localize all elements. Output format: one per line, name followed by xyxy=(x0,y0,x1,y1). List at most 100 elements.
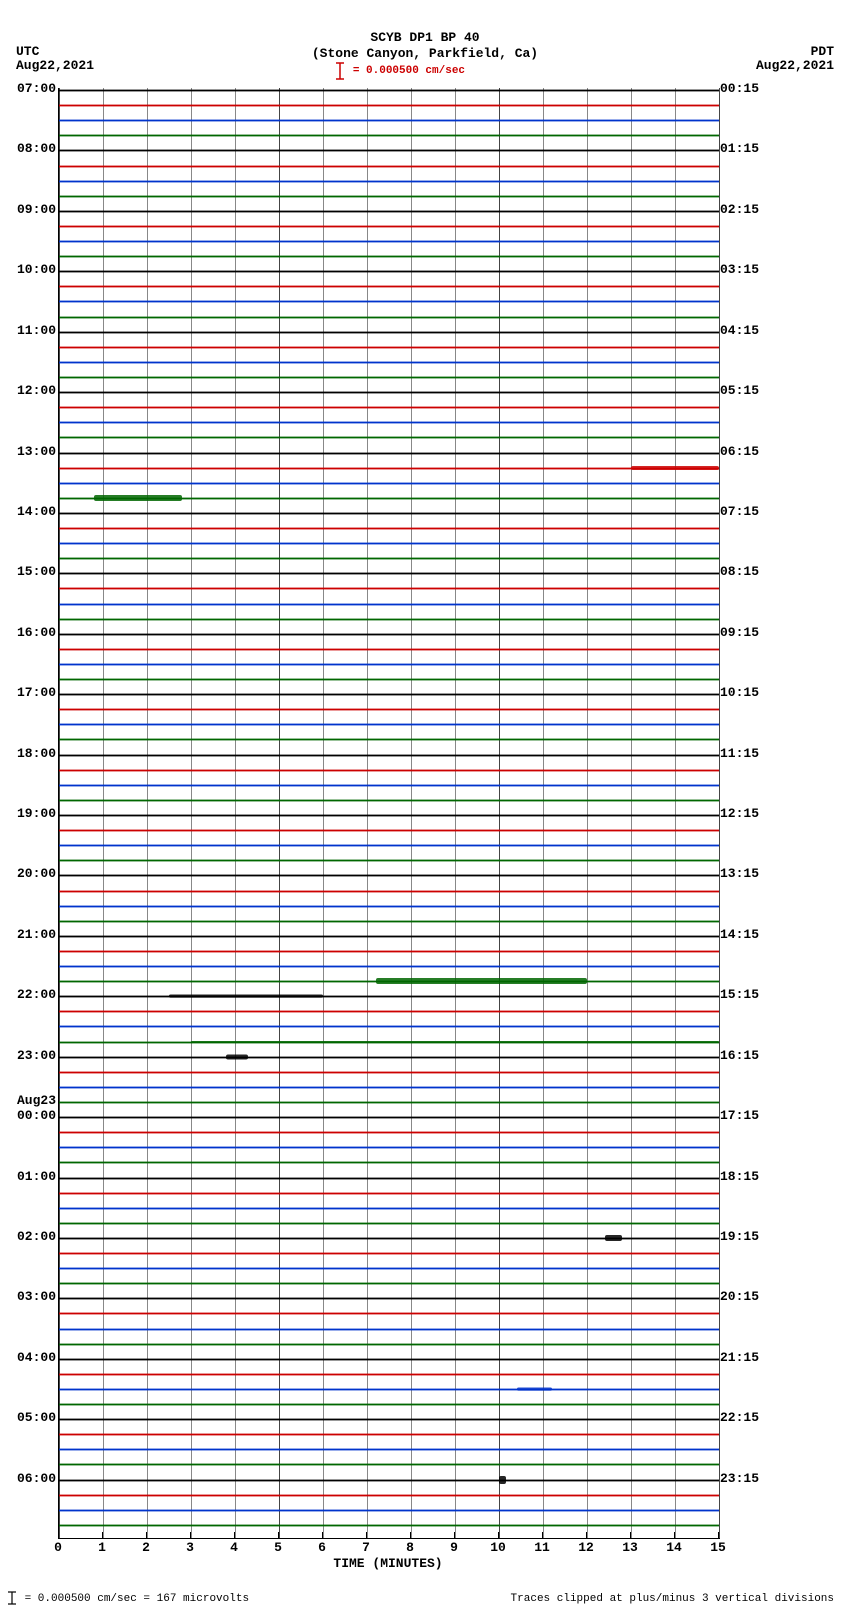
pdt-time-label: 03:15 xyxy=(720,262,759,277)
pdt-time-label: 10:15 xyxy=(720,685,759,700)
seismic-trace xyxy=(59,1344,719,1345)
seismic-trace xyxy=(59,875,719,876)
seismic-trace xyxy=(59,1147,719,1148)
scale-label: = 0.000500 cm/sec xyxy=(353,65,465,77)
utc-time-label: 07:00 xyxy=(17,81,56,96)
x-tick-mark xyxy=(674,1532,675,1538)
seismic-trace xyxy=(59,1404,719,1405)
seismic-trace xyxy=(59,1298,719,1299)
seismic-trace xyxy=(59,377,719,378)
seismic-event xyxy=(169,995,323,998)
seismic-trace xyxy=(59,1374,719,1375)
pdt-time-label: 00:15 xyxy=(720,81,759,96)
x-tick-mark xyxy=(454,1532,455,1538)
grid-line-vertical xyxy=(631,88,632,1538)
utc-time-label: 16:00 xyxy=(17,625,56,640)
seismic-trace xyxy=(59,453,719,454)
x-tick-label: 11 xyxy=(534,1540,550,1555)
seismic-trace xyxy=(59,1359,719,1360)
utc-time-label: 05:00 xyxy=(17,1410,56,1425)
seismic-trace xyxy=(59,211,719,212)
utc-time-label: 03:00 xyxy=(17,1289,56,1304)
utc-time-label: 17:00 xyxy=(17,685,56,700)
x-tick-mark xyxy=(410,1532,411,1538)
seismic-trace xyxy=(59,543,719,544)
seismic-event xyxy=(499,1476,506,1484)
seismic-trace xyxy=(59,679,719,680)
left-date: Aug22,2021 xyxy=(16,58,94,73)
seismic-trace xyxy=(59,1178,719,1179)
seismic-trace xyxy=(59,120,719,121)
pdt-time-label: 15:15 xyxy=(720,987,759,1002)
seismic-trace xyxy=(59,1102,719,1103)
pdt-time-label: 02:15 xyxy=(720,202,759,217)
x-tick-label: 1 xyxy=(98,1540,106,1555)
x-tick-mark xyxy=(498,1532,499,1538)
footer-right: Traces clipped at plus/minus 3 vertical … xyxy=(511,1593,834,1605)
x-tick-label: 5 xyxy=(274,1540,282,1555)
seismic-trace xyxy=(59,90,719,91)
seismic-trace xyxy=(59,785,719,786)
x-tick-label: 12 xyxy=(578,1540,594,1555)
plot-area xyxy=(58,88,720,1539)
x-tick-mark xyxy=(718,1532,719,1538)
utc-time-label: 21:00 xyxy=(17,927,56,942)
seismic-event xyxy=(376,978,587,984)
grid-line-vertical xyxy=(499,88,500,1538)
seismic-trace xyxy=(59,256,719,257)
seismic-trace xyxy=(59,437,719,438)
utc-time-label: 10:00 xyxy=(17,262,56,277)
grid-line-vertical xyxy=(455,88,456,1538)
seismic-event xyxy=(191,1041,719,1043)
seismic-trace xyxy=(59,347,719,348)
seismic-trace xyxy=(59,815,719,816)
seismic-trace xyxy=(59,271,719,272)
seismic-trace xyxy=(59,1464,719,1465)
seismic-trace xyxy=(59,1283,719,1284)
x-tick-mark xyxy=(58,1532,59,1538)
x-tick-label: 13 xyxy=(622,1540,638,1555)
x-tick-label: 7 xyxy=(362,1540,370,1555)
seismic-trace xyxy=(59,709,719,710)
seismic-event xyxy=(517,1387,552,1390)
pdt-time-label: 08:15 xyxy=(720,564,759,579)
utc-time-label: 08:00 xyxy=(17,141,56,156)
utc-time-label: 00:00 xyxy=(17,1108,56,1123)
x-tick-mark xyxy=(366,1532,367,1538)
seismic-trace xyxy=(59,422,719,423)
x-tick-label: 9 xyxy=(450,1540,458,1555)
seismic-trace xyxy=(59,135,719,136)
utc-time-label: 14:00 xyxy=(17,504,56,519)
seismic-trace xyxy=(59,588,719,589)
seismic-trace xyxy=(59,1495,719,1496)
seismic-trace xyxy=(59,891,719,892)
grid-line-vertical xyxy=(191,88,192,1538)
right-timezone: PDT xyxy=(811,44,834,59)
utc-time-label: 15:00 xyxy=(17,564,56,579)
seismic-trace xyxy=(59,604,719,605)
seismic-trace xyxy=(59,166,719,167)
grid-line-vertical xyxy=(235,88,236,1538)
x-tick-mark xyxy=(278,1532,279,1538)
seismic-trace xyxy=(59,739,719,740)
scale-bar: = 0.000500 cm/sec xyxy=(335,62,465,80)
grid-line-vertical xyxy=(147,88,148,1538)
pdt-time-label: 17:15 xyxy=(720,1108,759,1123)
x-tick-label: 14 xyxy=(666,1540,682,1555)
title-line-1: SCYB DP1 BP 40 xyxy=(0,30,850,45)
seismic-trace xyxy=(59,226,719,227)
seismic-trace xyxy=(59,860,719,861)
seismic-trace xyxy=(59,1389,719,1390)
seismic-trace xyxy=(59,1087,719,1088)
seismic-trace xyxy=(59,1510,719,1511)
x-tick-label: 3 xyxy=(186,1540,194,1555)
seismic-trace xyxy=(59,936,719,937)
seismic-trace xyxy=(59,1525,719,1526)
utc-time-label: 22:00 xyxy=(17,987,56,1002)
grid-line-vertical xyxy=(323,88,324,1538)
pdt-time-label: 18:15 xyxy=(720,1169,759,1184)
seismic-trace xyxy=(59,573,719,574)
seismic-trace xyxy=(59,921,719,922)
seismic-trace xyxy=(59,468,719,469)
x-tick-label: 6 xyxy=(318,1540,326,1555)
